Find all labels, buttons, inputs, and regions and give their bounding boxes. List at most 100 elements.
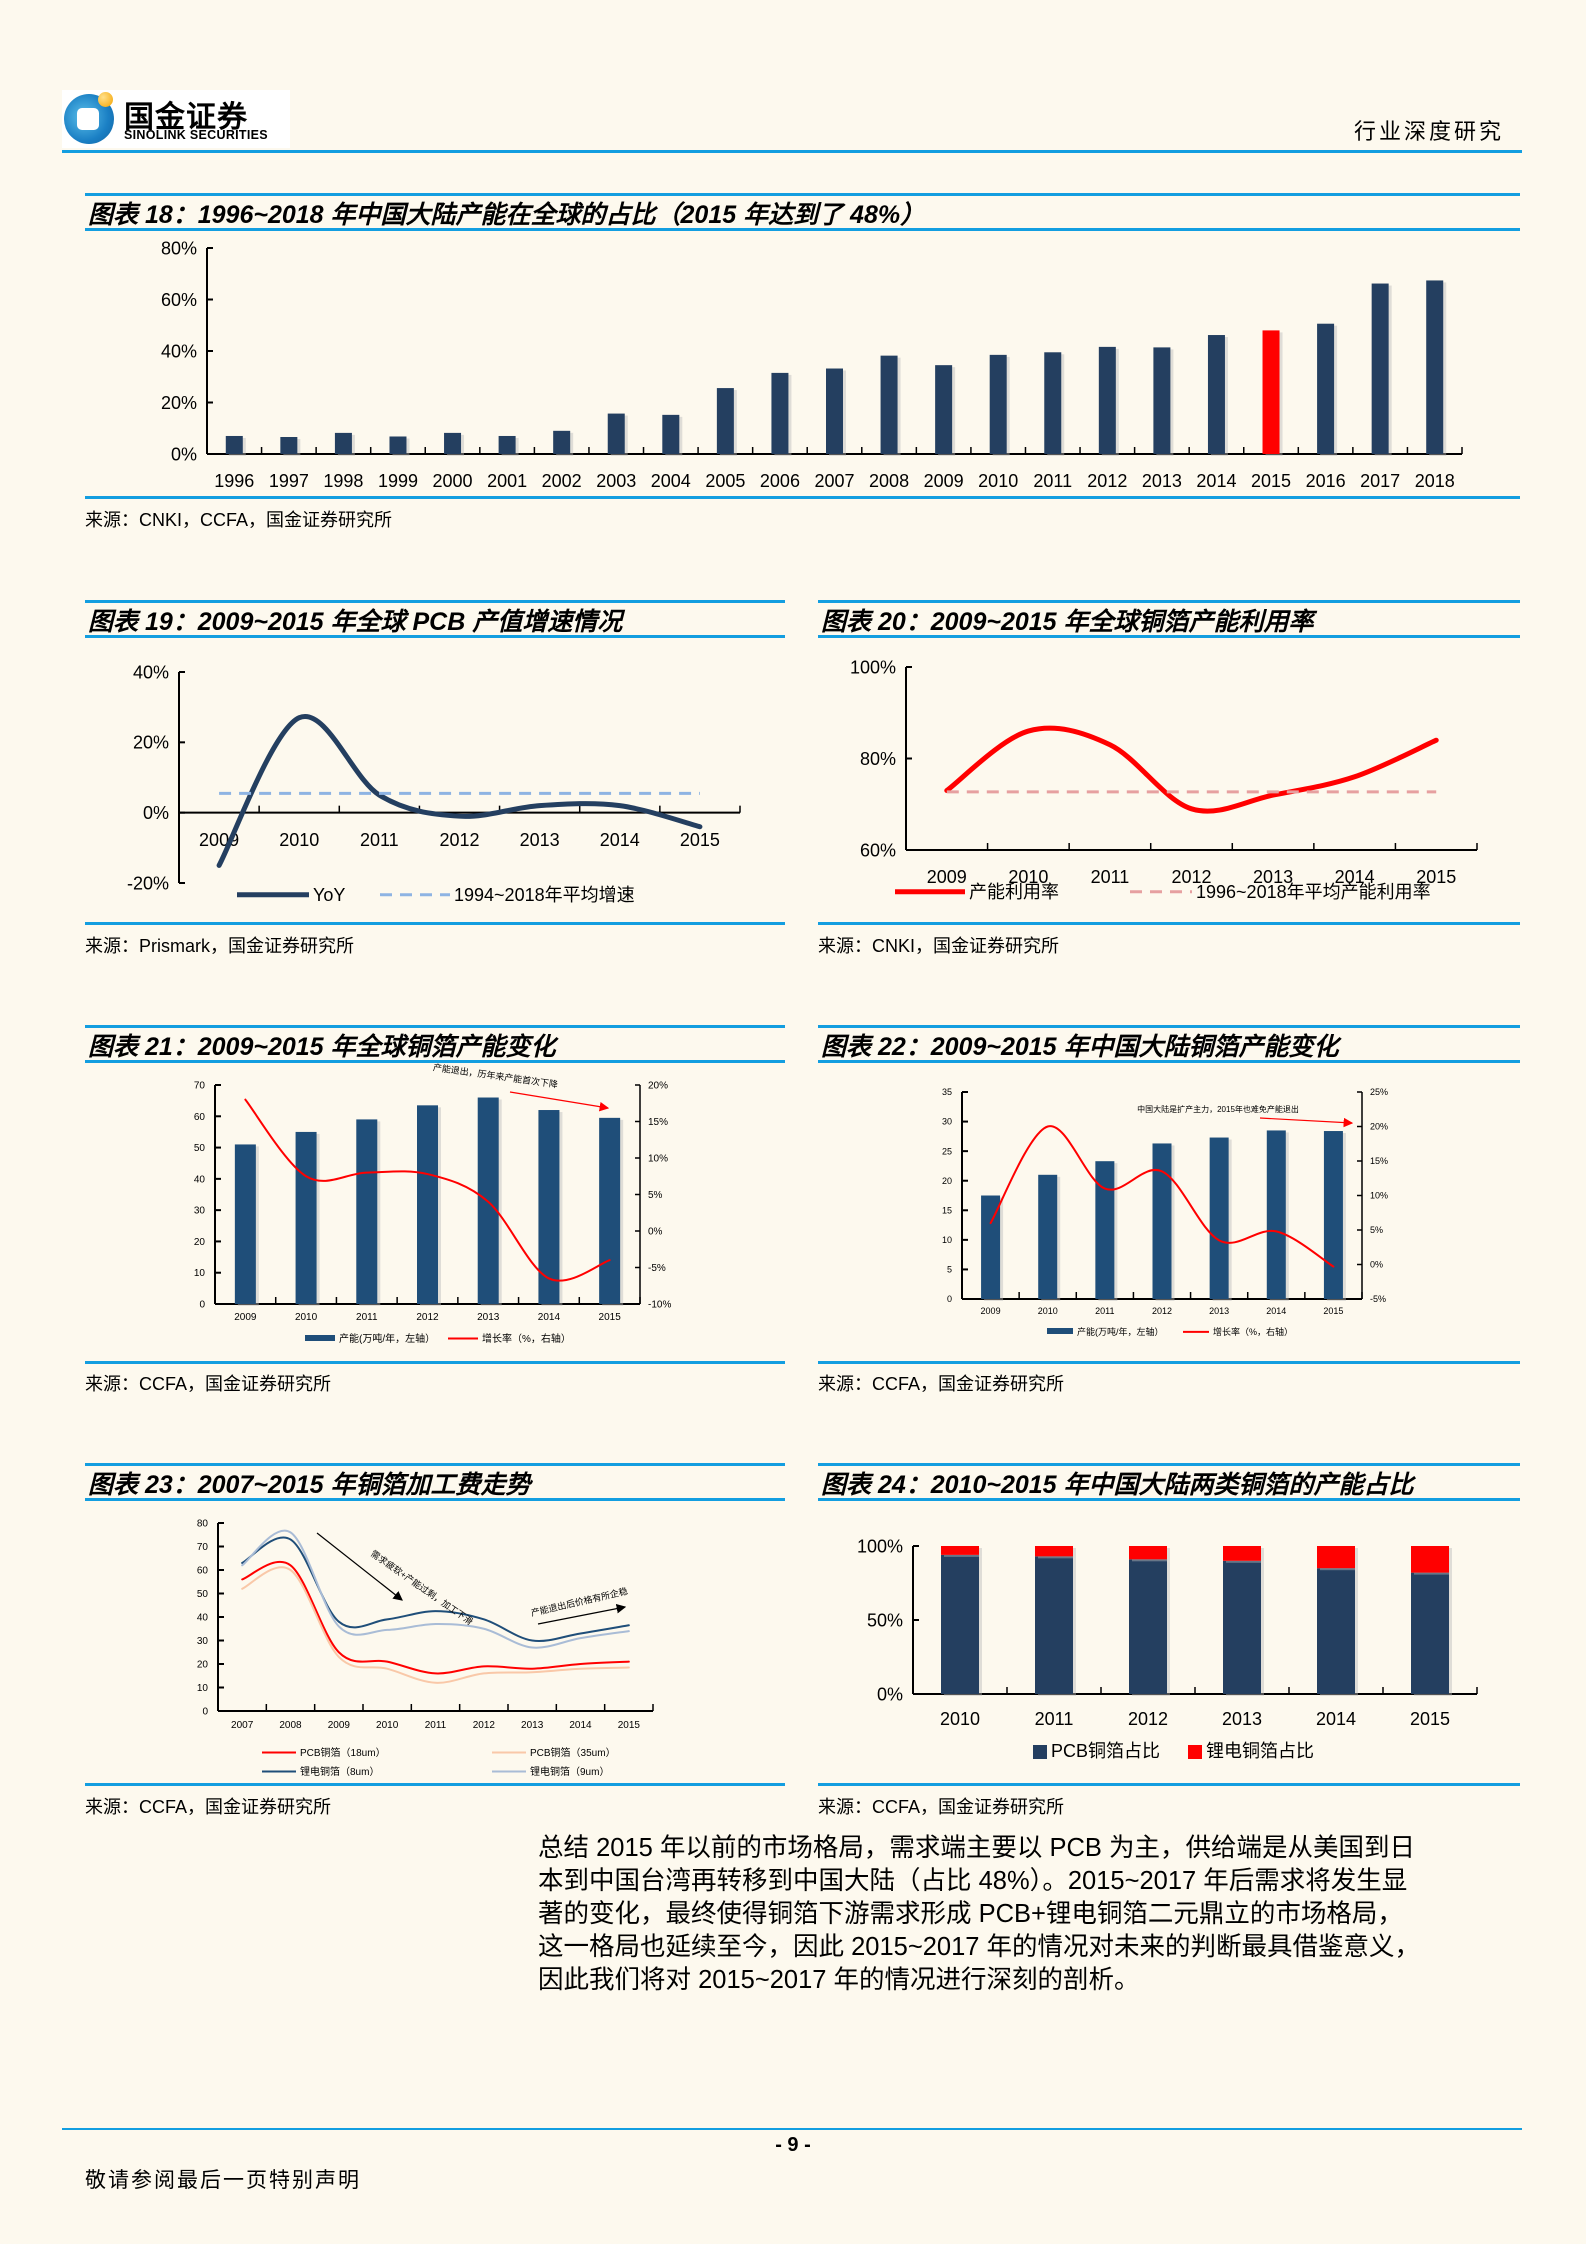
annotation-arrow — [537, 1603, 627, 1625]
bar-2003 — [607, 413, 625, 454]
annotation-arrow — [509, 1091, 610, 1112]
annotation-text: 产能退出后价格有所企稳 — [530, 1585, 629, 1618]
footer-disclaimer: 敬请参阅最后一页特别声明 — [85, 2168, 361, 2192]
line-series-1 — [241, 1566, 630, 1684]
bar-2015 — [1262, 330, 1280, 454]
bar-2011 — [1095, 1161, 1115, 1299]
line-series-3 — [241, 1529, 630, 1649]
figure-22-title: 图表 22：2009~2015 年中国大陆铜箔产能变化 — [818, 1025, 1520, 1063]
figure-24-title: 图表 24：2010~2015 年中国大陆两类铜箔的产能占比 — [818, 1463, 1520, 1501]
x-tick-label: 2013 — [477, 1312, 500, 1323]
x-tick-label: 2012 — [1128, 1709, 1168, 1729]
bar-2011 — [1035, 1546, 1073, 1557]
y-tick-label: 30 — [197, 1636, 209, 1647]
bar-2013 — [1209, 1137, 1229, 1299]
bar-2010 — [941, 1546, 979, 1555]
y-tick-label: 50% — [867, 1610, 903, 1630]
bar-2014 — [538, 1110, 560, 1304]
figure-19-source: 来源：Prismark，国金证券研究所 — [85, 936, 354, 956]
logo-cn-text: 国金证券 — [124, 101, 248, 134]
x-tick-label: 2007 — [814, 471, 854, 491]
x-tick-label: 1997 — [269, 471, 309, 491]
bar-2009 — [935, 365, 953, 454]
x-tick-label: 2014 — [1266, 1306, 1286, 1316]
figure-18-source: 来源：CNKI，CCFA，国金证券研究所 — [85, 510, 393, 530]
x-tick-label: 2010 — [978, 471, 1018, 491]
bar-1998 — [334, 432, 352, 454]
summary-paragraph: 总结 2015 年以前的市场格局，需求端主要以 PCB 为主，供给端是从美国到日… — [538, 1832, 1513, 1997]
bar-2004 — [662, 414, 680, 454]
bar-2009 — [234, 1144, 256, 1304]
x-tick-label: 2011 — [1033, 471, 1072, 491]
x-tick-label: 2011 — [1095, 1306, 1114, 1316]
bar-2005 — [716, 388, 734, 454]
x-tick-label: 2015 — [1323, 1306, 1343, 1316]
legend-label: 产能(万吨/年，左轴） — [339, 1332, 435, 1345]
logo-dot-icon — [98, 92, 113, 107]
bar-2015 — [599, 1117, 621, 1304]
paragraph-line: 本到中国台湾再转移到中国大陆（占比 48%）。2015~2017 年后需求将发生… — [538, 1867, 1408, 1895]
x-tick-label: 2009 — [924, 471, 964, 491]
x-tick-label: 2009 — [328, 1720, 351, 1731]
bar-2012 — [1152, 1143, 1172, 1299]
y2-tick-label: -5% — [648, 1263, 666, 1274]
x-tick-label: 2008 — [279, 1720, 302, 1731]
y-tick-label: 40 — [194, 1174, 206, 1185]
figure-19-divider — [85, 922, 785, 925]
x-tick-label: 2018 — [1415, 471, 1455, 491]
bar-1997 — [280, 437, 298, 454]
y-tick-label: 0 — [202, 1707, 208, 1718]
legend-label: 产能利用率 — [969, 882, 1059, 902]
figure-22-divider — [818, 1361, 1520, 1364]
bar-2015 — [1323, 1131, 1343, 1299]
y-tick-label: 80 — [197, 1519, 209, 1530]
legend-label: 锂电铜箔占比 — [1206, 1741, 1314, 1761]
legend-label: YoY — [313, 885, 345, 905]
y2-tick-label: 0% — [648, 1227, 663, 1238]
bar-2010 — [941, 1554, 979, 1694]
y-tick-label: 20% — [161, 393, 197, 413]
x-tick-label: 2011 — [356, 1312, 378, 1323]
y-tick-label: 0% — [171, 444, 197, 464]
y-tick-label: 0 — [947, 1294, 952, 1304]
y-tick-label: -20% — [127, 873, 169, 893]
bar-2010 — [1038, 1174, 1058, 1299]
y-tick-label: 15 — [942, 1205, 952, 1215]
legend-label: PCB铜箔（35um） — [530, 1746, 616, 1759]
y-tick-label: 60% — [860, 840, 896, 860]
x-tick-label: 2013 — [1142, 471, 1182, 491]
bar-2008 — [880, 355, 898, 454]
y-tick-label: 30 — [194, 1206, 206, 1217]
bar-2014 — [1317, 1568, 1355, 1694]
x-tick-label: 2013 — [520, 830, 560, 850]
y-tick-label: 25 — [942, 1146, 952, 1156]
bar-2016 — [1317, 323, 1335, 454]
figure-23-divider — [85, 1783, 785, 1786]
bar-1999 — [389, 436, 407, 454]
figure-24-source: 来源：CCFA，国金证券研究所 — [818, 1797, 1065, 1817]
bar-2002 — [553, 430, 571, 454]
logo-en-text: SINOLINK SECURITIES — [124, 128, 268, 142]
x-tick-label: 2012 — [439, 830, 479, 850]
y-tick-label: 100% — [850, 657, 896, 677]
annotation-text: 产能退出，历年来产能首次下降 — [432, 1061, 558, 1089]
bar-2010 — [295, 1131, 317, 1304]
legend-label: 1996~2018年平均产能利用率 — [1196, 882, 1431, 902]
figure-18-title: 图表 18：1996~2018 年中国大陆产能在全球的占比（2015 年达到了 … — [85, 193, 1520, 231]
x-tick-label: 1998 — [323, 471, 363, 491]
x-tick-label: 2008 — [869, 471, 909, 491]
bar-1996 — [225, 435, 243, 454]
bar-2013 — [1153, 347, 1171, 454]
bar-2000 — [444, 432, 462, 454]
x-tick-label: 2010 — [279, 830, 319, 850]
y-tick-label: 20 — [197, 1660, 209, 1671]
y2-tick-label: 10% — [1370, 1191, 1388, 1201]
x-tick-label: 2005 — [705, 471, 745, 491]
y2-tick-label: 15% — [1370, 1156, 1388, 1166]
line-series-0 — [241, 1561, 630, 1675]
x-tick-label: 1999 — [378, 471, 418, 491]
bar-2012 — [1098, 346, 1116, 454]
figure-22-source: 来源：CCFA，国金证券研究所 — [818, 1374, 1065, 1394]
x-tick-label: 2004 — [651, 471, 691, 491]
y-tick-label: 80% — [860, 749, 896, 769]
